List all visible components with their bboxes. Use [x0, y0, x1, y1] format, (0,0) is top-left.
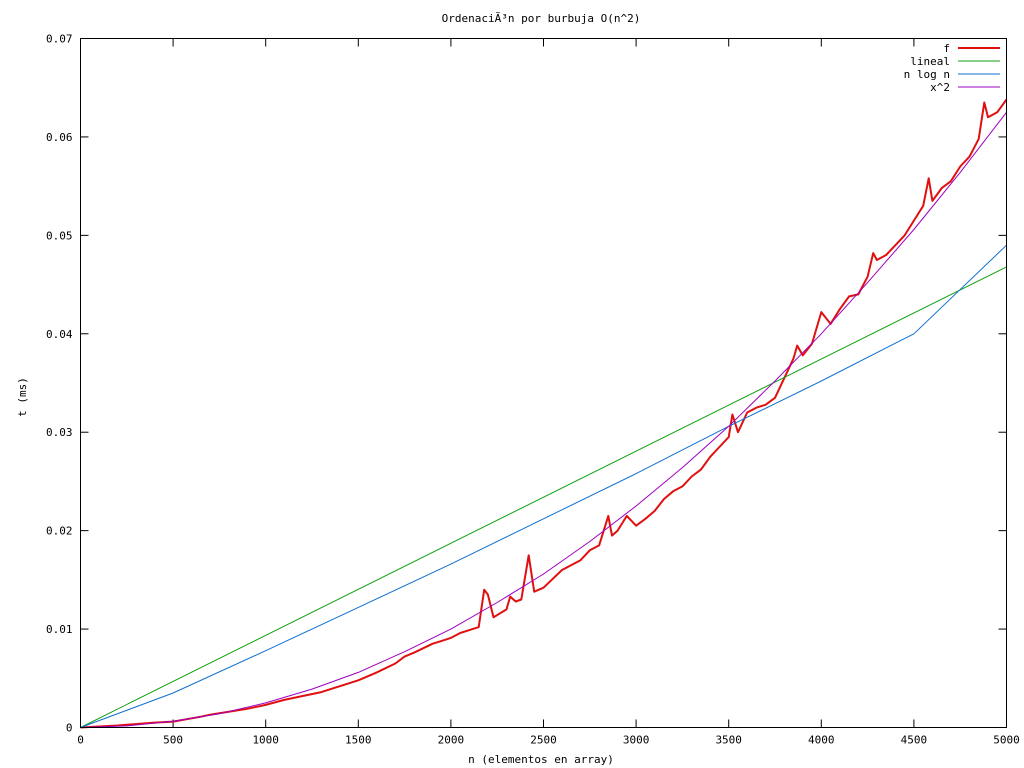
x-tick-label: 1000 — [252, 734, 279, 747]
y-tick-label: 0.01 — [46, 623, 73, 636]
chart-title: OrdenaciÃ³n por burbuja O(n^2) — [442, 12, 641, 25]
legend-label: x^2 — [930, 81, 950, 94]
series-line-1 — [80, 266, 1007, 728]
x-tick-label: 2000 — [438, 734, 465, 747]
y-tick-label: 0 — [66, 722, 73, 735]
series-line-3 — [80, 111, 1007, 728]
series-line-2 — [80, 244, 1007, 728]
y-axis-label: t (ms) — [16, 377, 29, 417]
series-line-0 — [80, 98, 1008, 729]
x-tick-label: 3000 — [623, 734, 650, 747]
y-tick-label: 0.02 — [46, 525, 73, 538]
y-tick-label: 0.04 — [46, 328, 73, 341]
x-tick-label: 4500 — [901, 734, 928, 747]
plot-frame — [80, 38, 1007, 728]
y-tick-label: 0.07 — [46, 33, 73, 46]
legend-label: lineal — [910, 55, 950, 68]
x-tick-label: 1500 — [345, 734, 372, 747]
legend-label: f — [943, 42, 950, 55]
x-tick-label: 0 — [77, 734, 84, 747]
y-tick-label: 0.06 — [46, 131, 73, 144]
x-axis-label: n (elementos en array) — [468, 753, 614, 766]
legend-label: n log n — [904, 68, 950, 81]
x-tick-label: 5000 — [993, 734, 1020, 747]
axis-ticks: 0 500 1000 1500 2000 2500 3000 3500 4000 4500 5000… — [46, 33, 1020, 747]
x-tick-label: 500 — [163, 734, 183, 747]
y-tick-label: 0.03 — [46, 426, 73, 439]
y-tick-label: 0.05 — [46, 229, 73, 242]
x-tick-label: 2500 — [530, 734, 557, 747]
x-tick-label: 3500 — [715, 734, 742, 747]
series-lines — [80, 98, 1008, 729]
x-tick-label: 4000 — [808, 734, 835, 747]
